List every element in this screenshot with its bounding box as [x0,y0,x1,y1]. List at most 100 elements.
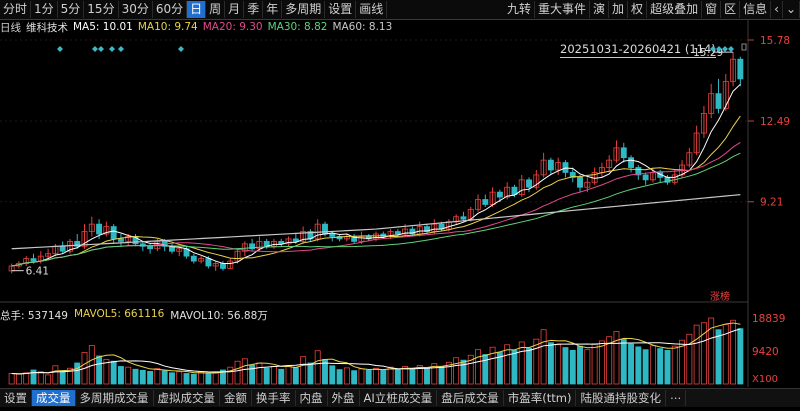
volume-bar [606,336,613,385]
volume-bar [518,341,525,385]
period-button-10[interactable]: 年 [263,1,283,18]
volume-bar [161,370,168,385]
toolbar-right-button-7[interactable]: 区 [721,1,741,18]
candle-body [96,223,103,235]
candle-body [671,174,678,183]
volume-bar [241,358,248,385]
period-button-3[interactable]: 15分 [84,1,119,18]
candle-body [139,243,146,247]
low-price-label: 6.41 [26,266,49,278]
period-button-7[interactable]: 周 [206,1,226,18]
candle-body [110,226,117,240]
candle-body [45,253,52,257]
event-diamond-icon [118,46,124,52]
volume-bar [96,355,103,385]
candle-body [613,147,620,161]
mavol5-value: MAVOL5: 661116 [73,308,165,320]
volume-bar [52,365,59,385]
candle-body [708,93,715,114]
chevron-left-icon[interactable]: ‹ [771,1,783,18]
volume-bar [147,370,154,385]
toolbar-right-button-4[interactable]: 权 [628,1,648,18]
period-button-11[interactable]: 多周期 [282,1,326,18]
indicator-tab-9[interactable]: 盘后成交量 [437,390,504,406]
chevron-down-icon[interactable]: ⌄ [783,1,800,18]
indicator-tab-12[interactable]: ⋯ [666,390,687,406]
indicator-tab-4[interactable]: 金额 [220,390,252,406]
indicator-tab-2[interactable]: 多周期成交量 [76,390,154,406]
period-button-2[interactable]: 5分 [58,1,85,18]
candle-body [59,245,66,252]
volume-bar [336,369,343,385]
candle-body [88,223,95,232]
volume-bar [445,361,452,385]
period-button-8[interactable]: 月 [225,1,245,18]
volume-bar [686,333,693,385]
volume-bar [577,345,583,385]
volume-bar [234,360,241,385]
event-diamond-icon [92,46,98,52]
toolbar-right-button-0[interactable]: 九转 [504,1,535,18]
high-price-label: 15.29 [693,47,723,59]
indicator-tab-10[interactable]: 市盈率(ttm) [504,390,577,406]
volume-bar [504,344,511,385]
period-button-1[interactable]: 1分 [31,1,58,18]
indicator-tab-3[interactable]: 虚拟成交量 [154,390,220,406]
period-button-4[interactable]: 30分 [119,1,153,18]
period-button-0[interactable]: 分时 [0,1,32,18]
toolbar-right-button-6[interactable]: 窗 [702,1,722,18]
candle-body [118,238,124,242]
ma10-value: MA10: 9.74 [137,21,198,33]
candle-body [686,152,693,166]
volume-bar [569,349,576,385]
indicator-tab-0[interactable]: 设置 [0,390,32,406]
volume-bar [271,366,277,385]
period-button-6[interactable]: 日 [187,1,207,18]
volume-bar [8,373,15,385]
volume-bar [118,366,124,385]
volume-bar [227,366,234,385]
indicator-tab-1[interactable]: 成交量 [32,390,76,406]
period-button-12[interactable]: 设置 [325,1,357,18]
volume-bar [511,349,518,385]
period-button-9[interactable]: 季 [244,1,264,18]
volume-bar [613,331,620,385]
event-diamond-icon [98,46,104,52]
candle-body [737,58,744,80]
toolbar-right-button-2[interactable]: 演 [590,1,610,18]
indicator-tab-11[interactable]: 陆股通持股变化 [576,390,666,406]
candle-body [482,199,489,205]
indicator-tabs: 设置 成交量 多周期成交量 虚拟成交量 金额 换手率 内盘 外盘 AI立桩成交量 盘后成交量 市盈率… [0,388,800,407]
toolbar-right-button-8[interactable]: 信息 [740,1,772,18]
period-button-13[interactable]: 画线 [356,1,388,18]
candle-body [722,80,729,109]
candle-body [205,258,212,267]
mavol10-line [11,328,741,375]
volume-bar [424,367,430,385]
volume-bar [482,354,489,385]
volume-bar [431,363,438,385]
date-range-label[interactable]: 20251031-20260421 (114) [560,42,716,58]
volume-bar [416,365,423,385]
volume-bar [15,373,22,385]
volume-bar [402,366,409,385]
indicator-tab-8[interactable]: AI立桩成交量 [360,390,438,406]
indicator-tab-5[interactable]: 换手率 [252,390,296,406]
candle-body [533,174,540,188]
volume-bar [292,367,299,385]
indicator-tab-7[interactable]: 外盘 [328,390,360,406]
lock-icon [741,43,747,51]
volume-bar [657,348,664,385]
indicator-tab-6[interactable]: 内盘 [296,390,328,406]
volume-bar [730,319,737,385]
candle-body [584,181,591,188]
price-axis-label: 12.49 [760,116,790,128]
toolbar-right-button-3[interactable]: 加 [609,1,629,18]
volume-bar [176,371,183,385]
toolbar-right-button-1[interactable]: 重大事件 [535,1,591,18]
toolbar-right-button-5[interactable]: 超级叠加 [647,1,703,18]
candle-body [540,159,547,176]
volume-bar [358,368,365,385]
period-button-5[interactable]: 60分 [153,1,188,18]
